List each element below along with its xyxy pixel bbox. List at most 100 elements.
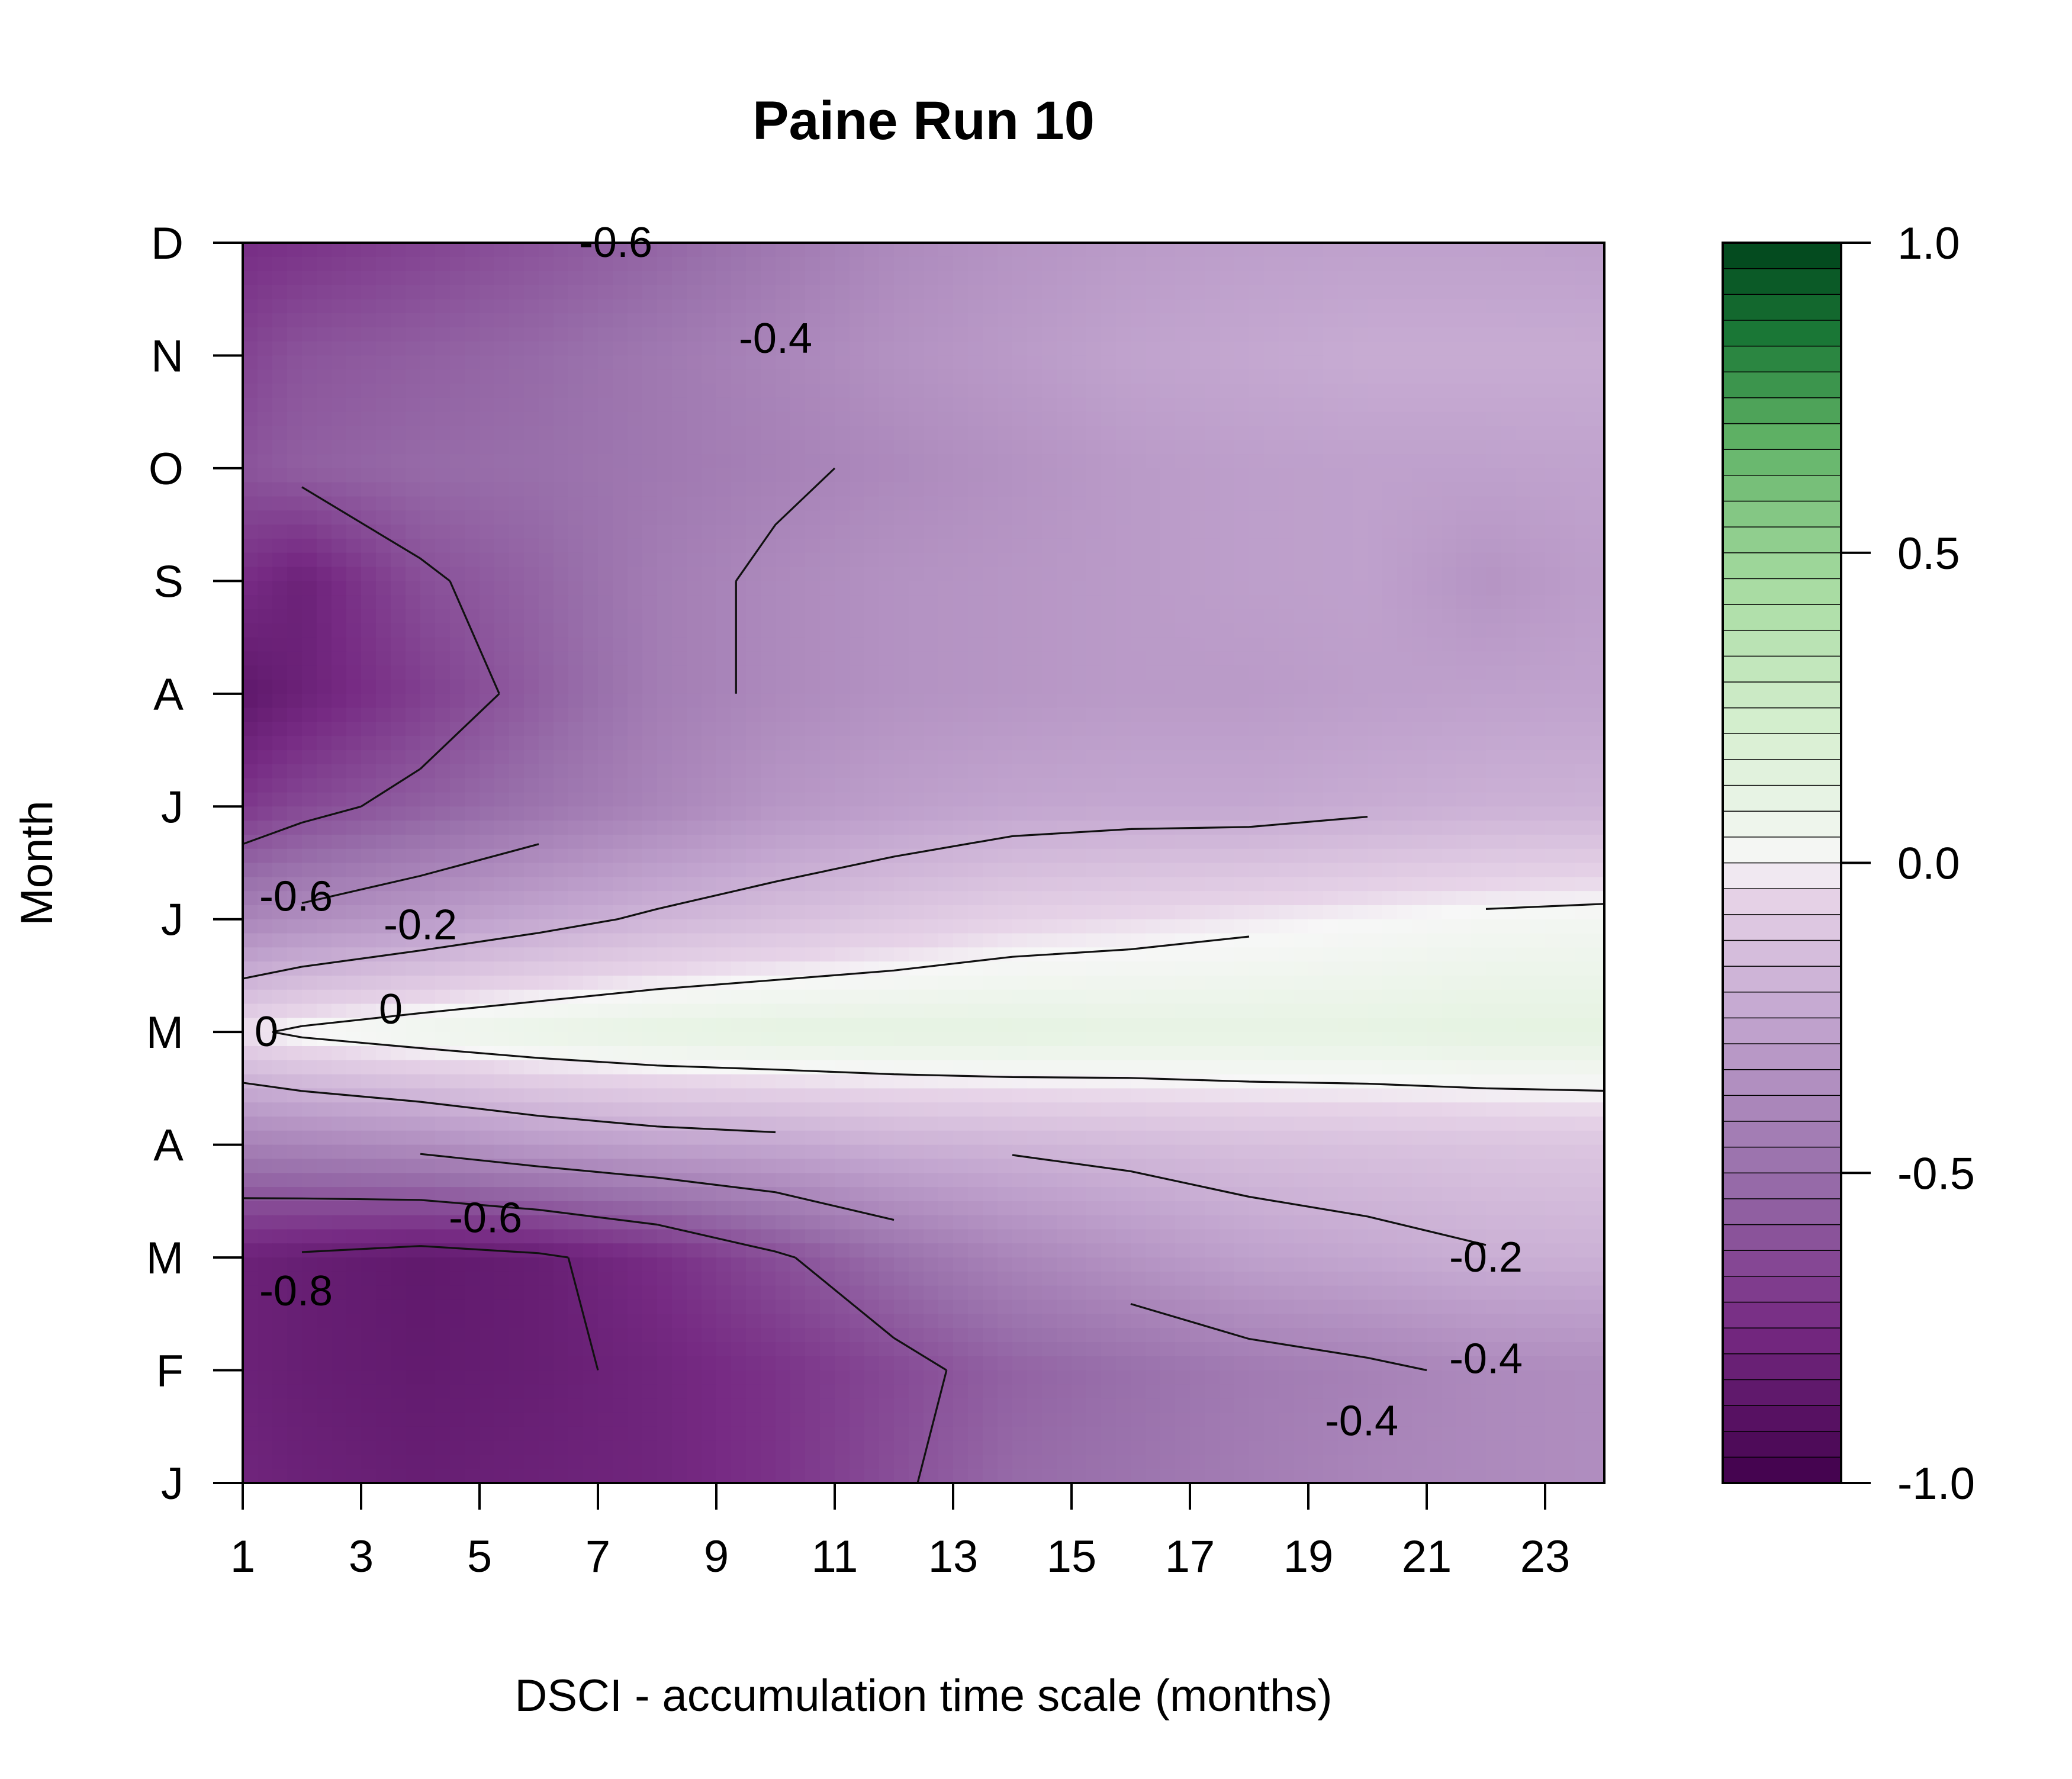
contour-cell [1086,877,1102,892]
contour-cell [790,637,806,652]
contour-cell [1338,411,1353,427]
contour-cell [716,552,732,568]
contour-cell [894,665,909,680]
contour-cell [1072,313,1087,328]
contour-cell [361,411,377,427]
contour-cell [820,538,835,554]
contour-cell [1308,243,1324,258]
contour-cell [598,468,613,483]
contour-cell [879,693,895,709]
contour-cell [1456,792,1472,808]
contour-cell [1368,341,1383,356]
contour-cell [1160,411,1176,427]
contour-cell [1575,397,1590,413]
contour-cell [361,637,377,652]
contour-cell [1294,750,1309,765]
contour-cell [332,750,347,765]
contour-cell [850,496,865,511]
contour-cell [1175,778,1191,793]
contour-cell [894,834,909,850]
contour-cell [1427,609,1442,624]
contour-cell [258,651,273,667]
contour-cell [1486,299,1501,314]
contour-cell [642,919,658,934]
contour-cell [761,891,776,906]
contour-cell [361,440,377,455]
contour-cell [628,834,643,850]
contour-cell [406,905,421,920]
contour-cell [672,961,687,976]
contour-cell [568,482,584,497]
contour-cell [272,256,288,272]
contour-cell [850,722,865,737]
contour-cell [1397,299,1413,314]
contour-cell [998,552,1013,568]
contour-cell [1190,384,1205,398]
contour-cell [1057,468,1072,483]
contour-cell [702,525,717,539]
contour-cell [243,623,258,638]
contour-cell [894,637,909,652]
contour-cell [1027,369,1043,384]
contour-cell [1249,496,1265,511]
contour-cell [287,623,303,638]
contour-cell [716,384,732,398]
contour-cell [1220,905,1235,920]
contour-cell [317,313,332,328]
contour-cell [657,891,673,906]
contour-cell [1590,482,1604,497]
contour-cell [1131,552,1146,568]
contour-cell [776,411,791,427]
contour-cell [953,989,969,1005]
contour-cell [1086,243,1102,258]
contour-cell [805,651,821,667]
contour-cell [894,947,909,963]
contour-cell [1101,609,1117,624]
contour-cell [1560,595,1575,610]
contour-cell [1086,834,1102,850]
contour-cell [509,806,525,821]
contour-cell [1205,595,1220,610]
contour-cell [554,905,569,920]
contour-cell [258,440,273,455]
contour-cell [1116,665,1131,680]
contour-cell [1101,525,1117,539]
contour-cell [983,834,998,850]
contour-cell [716,680,732,694]
contour-cell [1146,722,1161,737]
contour-cell [879,567,895,582]
contour-cell [1427,736,1442,751]
contour-cell [480,426,495,441]
contour-cell [1294,454,1309,469]
contour-cell [1575,271,1590,286]
contour-cell [450,750,465,765]
contour-cell [613,567,628,582]
contour-cell [598,355,613,371]
contour-cell [790,989,806,1005]
contour-cell [465,821,480,835]
contour-cell [1501,933,1516,948]
contour-cell [909,454,924,469]
contour-cell [1308,271,1324,286]
contour-cell [1442,693,1457,709]
contour-cell [1190,256,1205,272]
contour-cell [1205,440,1220,455]
contour-cell [1516,989,1531,1005]
contour-cell [1412,581,1427,596]
contour-cell [598,426,613,441]
contour-cell [1427,369,1442,384]
contour-cell [1486,665,1501,680]
contour-cell [391,623,406,638]
contour-cell [346,581,362,596]
contour-cell [1338,680,1353,694]
contour-cell [864,468,880,483]
contour-cell [450,567,465,582]
contour-cell [1101,440,1117,455]
contour-cell [761,285,776,300]
contour-cell [953,271,969,286]
contour-cell [258,243,273,258]
contour-cell [1353,609,1368,624]
contour-cell [657,411,673,427]
contour-cell [1575,525,1590,539]
contour-cell [953,454,969,469]
